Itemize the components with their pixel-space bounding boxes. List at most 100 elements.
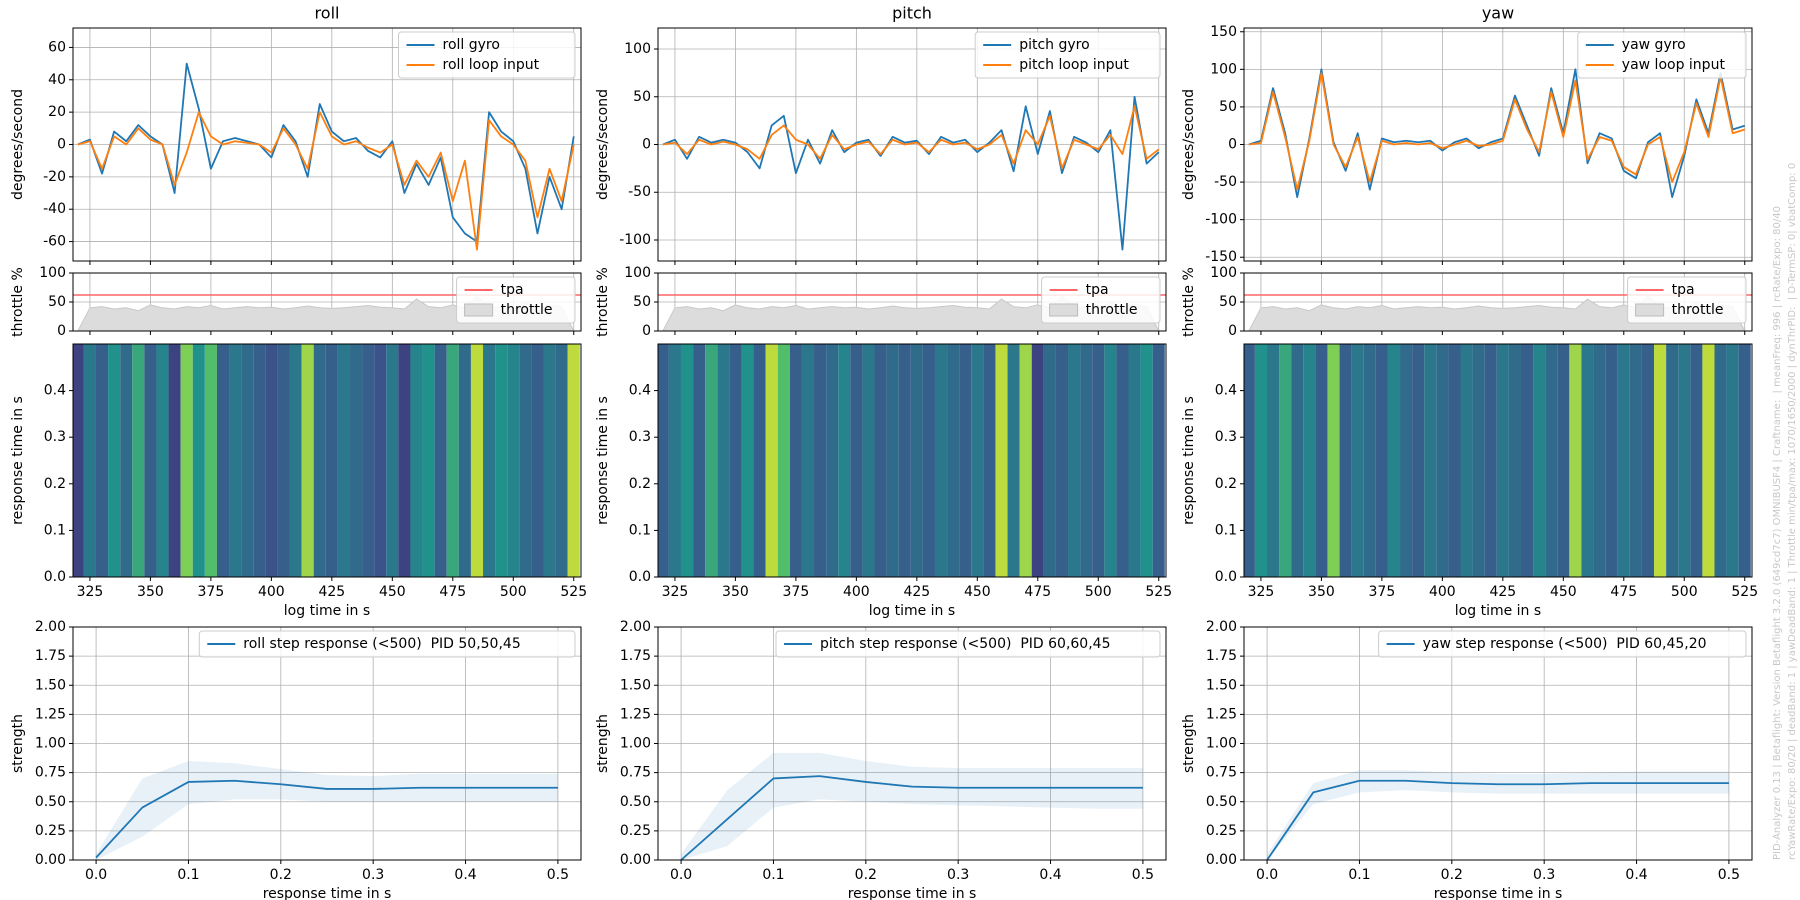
heatmap-cell bbox=[789, 344, 802, 577]
x-tick-label: 0.2 bbox=[1441, 867, 1463, 883]
legend-label: roll step response (<500) PID 50,50,45 bbox=[243, 636, 520, 652]
x-tick-label: 0.5 bbox=[1718, 867, 1740, 883]
x-tick-label: 0.2 bbox=[270, 867, 292, 883]
y-tick-label: 0.3 bbox=[1215, 429, 1237, 445]
heatmap-cell bbox=[470, 344, 484, 577]
heatmap-cell bbox=[483, 344, 496, 577]
series-line bbox=[662, 105, 1160, 170]
axes-frame bbox=[657, 343, 1167, 578]
x-tick-label: 350 bbox=[1308, 584, 1335, 600]
y-tick-label: -50 bbox=[628, 184, 651, 200]
y-tick-label: 50 bbox=[48, 294, 66, 310]
y-tick-label: 20 bbox=[48, 104, 66, 120]
x-tick-label: 0.0 bbox=[1256, 867, 1278, 883]
heatmap-cell bbox=[910, 344, 923, 577]
heatmap-cell bbox=[801, 344, 815, 577]
y-tick-label: 1.25 bbox=[620, 706, 651, 722]
heatmap-cell bbox=[959, 344, 972, 577]
x-tick-label: 0.4 bbox=[1625, 867, 1647, 883]
x-tick-label: 525 bbox=[1145, 584, 1172, 600]
y-tick-label: 40 bbox=[48, 72, 66, 88]
series-line bbox=[1266, 779, 1729, 861]
heatmap-cell bbox=[717, 344, 730, 577]
x-tick-label: 0.4 bbox=[1039, 867, 1061, 883]
heatmap-cell bbox=[289, 344, 302, 577]
heatmap-cell bbox=[705, 344, 718, 577]
legend-label: pitch gyro bbox=[1019, 37, 1089, 53]
y-tick-label: -50 bbox=[1214, 174, 1237, 190]
heatmap-cell bbox=[1629, 344, 1642, 577]
heatmap-cell bbox=[826, 344, 839, 577]
heatmap-cell bbox=[241, 344, 254, 577]
y-tick-label: 100 bbox=[1210, 61, 1237, 77]
y-tick-label: 0.2 bbox=[629, 476, 651, 492]
heatmap-cell bbox=[1152, 344, 1165, 577]
heatmap-cell bbox=[168, 344, 181, 577]
heatmap-cell bbox=[531, 344, 544, 577]
legend-box bbox=[974, 31, 1161, 79]
heatmap-cell bbox=[1726, 344, 1739, 577]
x-tick-label: 0.3 bbox=[1533, 867, 1555, 883]
y-axis-label: response time in s bbox=[10, 396, 26, 525]
heatmap-cell bbox=[204, 344, 217, 577]
x-tick-label: 500 bbox=[500, 584, 527, 600]
x-axis-label: log time in s bbox=[1455, 603, 1541, 619]
x-tick-label: 0.3 bbox=[362, 867, 384, 883]
y-tick-label: 1.50 bbox=[1206, 677, 1237, 693]
heatmap-cell bbox=[567, 344, 580, 577]
heatmap-cell bbox=[216, 344, 230, 577]
y-tick-label: 0.2 bbox=[1215, 476, 1237, 492]
heatmap-cell bbox=[156, 344, 169, 577]
legend-label: throttle bbox=[1086, 302, 1138, 318]
series-line bbox=[77, 111, 575, 251]
y-tick-label: 100 bbox=[39, 265, 66, 281]
y-tick-label: 0.00 bbox=[35, 852, 66, 868]
heatmap-cell bbox=[519, 344, 532, 577]
y-tick-label: -40 bbox=[43, 201, 66, 217]
x-tick-label: 450 bbox=[1550, 584, 1577, 600]
heatmap-cell bbox=[1424, 344, 1437, 577]
y-tick-label: 1.00 bbox=[35, 736, 66, 752]
series-line bbox=[662, 95, 1160, 251]
heatmap-cell bbox=[1666, 344, 1679, 577]
heatmap-cell bbox=[983, 344, 996, 577]
y-axis-label: response time in s bbox=[595, 396, 611, 525]
x-axis-label: response time in s bbox=[1434, 886, 1563, 900]
heatmap-cell bbox=[120, 344, 133, 577]
heatmap-cell bbox=[1007, 344, 1020, 577]
y-tick-label: 0.2 bbox=[44, 476, 66, 492]
x-tick-label: 0.3 bbox=[947, 867, 969, 883]
heatmap-cell bbox=[874, 344, 887, 577]
x-tick-label: 0.4 bbox=[454, 867, 476, 883]
legend-label: tpa bbox=[1086, 282, 1109, 298]
y-axis-label: degrees/second bbox=[595, 89, 611, 200]
legend-label: roll gyro bbox=[443, 37, 500, 53]
heatmap-cell bbox=[1508, 344, 1521, 577]
heatmap-cell bbox=[1714, 344, 1727, 577]
heatmap-cell bbox=[1128, 344, 1141, 577]
y-tick-label: -60 bbox=[43, 234, 66, 250]
y-axis-label: degrees/second bbox=[10, 89, 26, 200]
heatmap-cell bbox=[838, 344, 851, 577]
x-tick-label: 400 bbox=[1429, 584, 1456, 600]
response-band bbox=[681, 752, 1143, 860]
heatmap-cell bbox=[495, 344, 508, 577]
chart-title: pitch bbox=[892, 4, 932, 23]
heatmap-cell bbox=[253, 344, 266, 577]
heatmap-cell bbox=[1557, 344, 1570, 577]
heatmap-cell bbox=[1279, 344, 1292, 577]
legend-label: throttle bbox=[501, 302, 553, 318]
y-tick-label: 0.75 bbox=[620, 765, 651, 781]
x-tick-label: 0.5 bbox=[1132, 867, 1154, 883]
x-tick-label: 325 bbox=[77, 584, 104, 600]
heatmap-cell bbox=[1068, 344, 1081, 577]
x-tick-label: 0.2 bbox=[855, 867, 877, 883]
axes-frame bbox=[1243, 343, 1753, 578]
y-tick-label: 1.50 bbox=[35, 677, 66, 693]
heatmap-cell bbox=[1055, 344, 1069, 577]
x-tick-label: 375 bbox=[1369, 584, 1396, 600]
chart-title: roll bbox=[315, 4, 340, 23]
y-tick-label: 0.50 bbox=[1206, 794, 1237, 810]
series-line bbox=[680, 775, 1143, 861]
y-axis-label: strength bbox=[1181, 714, 1197, 773]
